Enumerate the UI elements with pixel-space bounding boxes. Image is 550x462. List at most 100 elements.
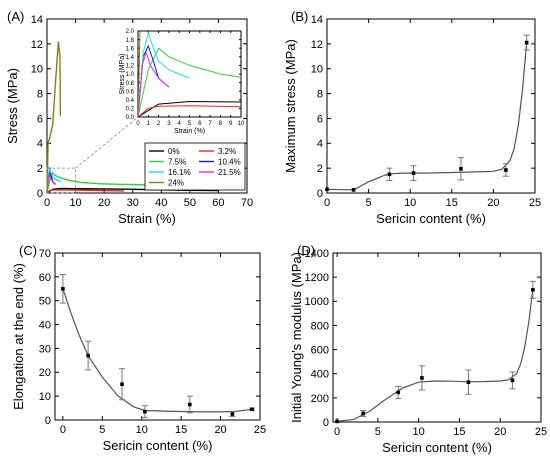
x-tick-label: 0 bbox=[44, 197, 50, 209]
x-axis-label: Sericin content (%) bbox=[103, 438, 213, 453]
data-point bbox=[361, 411, 365, 416]
y-tick-label: 30 bbox=[39, 343, 51, 355]
x-tick-label: 25 bbox=[535, 426, 547, 438]
x-tick-label: 10 bbox=[413, 426, 425, 438]
x-tick-label: 5 bbox=[99, 424, 105, 436]
x-tick-label: 50 bbox=[184, 197, 196, 209]
legend-label: 10.4% bbox=[218, 158, 241, 167]
y-tick-label: 0.4 bbox=[126, 98, 135, 104]
y-tick-label: 10 bbox=[39, 391, 51, 403]
data-point bbox=[459, 166, 463, 171]
legend-label: 7.5% bbox=[168, 158, 186, 167]
data-point bbox=[230, 412, 235, 416]
y-tick-label: 2.0 bbox=[126, 29, 135, 35]
x-tick-label: 0 bbox=[334, 426, 340, 438]
series-line bbox=[46, 41, 62, 194]
x-tick-label: 5 bbox=[375, 426, 381, 438]
zoom-connector bbox=[75, 116, 139, 169]
y-tick-label: 8 bbox=[317, 89, 323, 101]
data-point bbox=[524, 40, 529, 45]
y-tick-label: 1200 bbox=[305, 272, 329, 284]
x-tick-label: 10 bbox=[238, 121, 245, 127]
x-axis-label: Strain (%) bbox=[118, 211, 176, 226]
panel-label: (A) bbox=[7, 9, 24, 24]
y-tick-label: 0.2 bbox=[126, 107, 135, 113]
x-tick-label: 15 bbox=[446, 197, 458, 209]
y-tick-label: 8 bbox=[37, 89, 43, 101]
x-tick-label: 20 bbox=[98, 197, 110, 209]
data-point bbox=[504, 168, 508, 172]
x-tick-label: 20 bbox=[214, 424, 226, 436]
y-axis-label: Initial Young's modulus (MPa) bbox=[289, 252, 304, 423]
fit-curve bbox=[326, 42, 528, 191]
x-tick-label: 5 bbox=[366, 197, 372, 209]
data-point bbox=[325, 187, 329, 192]
legend-label: 0% bbox=[168, 147, 180, 156]
panel-label: (C) bbox=[19, 243, 37, 258]
zoom-box bbox=[46, 167, 76, 194]
data-point bbox=[250, 407, 254, 412]
panel-label: (B) bbox=[291, 9, 308, 24]
x-tick-label: 60 bbox=[212, 197, 224, 209]
x-tick-label: 15 bbox=[453, 426, 465, 438]
x-tick-label: 25 bbox=[254, 424, 266, 436]
data-point bbox=[335, 419, 339, 424]
inset-series-line bbox=[138, 50, 170, 117]
x-tick-label: 70 bbox=[241, 197, 253, 209]
data-point bbox=[396, 390, 401, 395]
plot-frame bbox=[332, 252, 542, 423]
data-point bbox=[188, 402, 192, 407]
y-axis-label: Elongation at the end (%) bbox=[11, 263, 26, 410]
y-tick-label: 1000 bbox=[305, 296, 329, 308]
x-tick-label: 20 bbox=[487, 197, 499, 209]
data-point bbox=[86, 353, 90, 358]
x-tick-label: 7 bbox=[208, 121, 212, 127]
data-point bbox=[510, 378, 515, 383]
y-tick-label: 50 bbox=[39, 296, 51, 308]
y-tick-label: 0.0 bbox=[126, 115, 135, 121]
x-tick-label: 0 bbox=[136, 121, 140, 127]
y-tick-label: 14 bbox=[31, 14, 43, 26]
y-tick-label: 2 bbox=[317, 163, 323, 175]
y-tick-label: 2 bbox=[37, 163, 43, 175]
x-axis-label: Sericin content (%) bbox=[382, 440, 492, 455]
inset-background bbox=[138, 31, 241, 117]
y-tick-label: 1.8 bbox=[126, 38, 135, 44]
fit-curve bbox=[337, 289, 534, 422]
data-point bbox=[420, 376, 424, 380]
plot-frame bbox=[326, 18, 536, 194]
y-tick-label: 0 bbox=[37, 188, 43, 200]
data-point bbox=[531, 288, 535, 292]
y-tick-label: 400 bbox=[311, 369, 329, 381]
inset-series-group bbox=[138, 31, 241, 117]
y-tick-label: 0 bbox=[45, 415, 51, 427]
y-tick-label: 1400 bbox=[305, 248, 329, 260]
x-tick-label: 4 bbox=[178, 121, 182, 127]
y-tick-label: 4 bbox=[37, 138, 43, 150]
y-tick-label: 600 bbox=[311, 345, 329, 357]
y-tick-label: 70 bbox=[39, 248, 51, 260]
data-point bbox=[351, 188, 356, 192]
x-tick-label: 3 bbox=[167, 121, 171, 127]
y-tick-label: 200 bbox=[311, 393, 329, 405]
x-tick-label: 2 bbox=[157, 121, 161, 127]
inset-series-line bbox=[138, 31, 190, 117]
y-tick-label: 10 bbox=[311, 64, 323, 76]
x-tick-label: 5 bbox=[188, 121, 192, 127]
x-tick-label: 0 bbox=[324, 197, 330, 209]
x-axis-label: Sericin content (%) bbox=[376, 211, 486, 226]
legend-label: 24% bbox=[168, 179, 184, 188]
y-tick-label: 6 bbox=[317, 113, 323, 125]
y-tick-label: 6 bbox=[37, 113, 43, 125]
series-line bbox=[46, 166, 62, 194]
x-tick-label: 10 bbox=[69, 197, 81, 209]
inset-series-line bbox=[138, 47, 241, 117]
x-tick-label: 20 bbox=[494, 426, 506, 438]
x-tick-label: 0 bbox=[60, 424, 66, 436]
y-tick-label: 1.0 bbox=[126, 72, 135, 78]
y-tick-label: 0 bbox=[317, 188, 323, 200]
x-tick-label: 25 bbox=[529, 197, 541, 209]
data-point bbox=[143, 409, 147, 414]
plot-frame bbox=[54, 252, 261, 421]
y-tick-label: 1.4 bbox=[126, 55, 135, 61]
